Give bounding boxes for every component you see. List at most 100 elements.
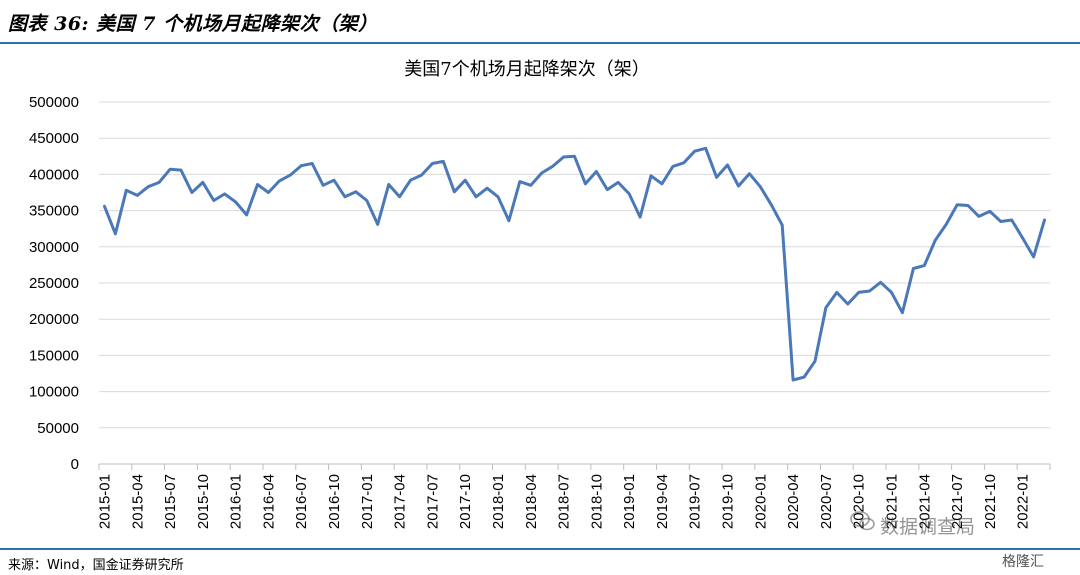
source-badge: 格隆汇 <box>1002 554 1044 570</box>
data-point <box>1010 218 1013 222</box>
data-point <box>955 203 959 206</box>
x-tick-label: 2016-04 <box>260 474 277 529</box>
data-point <box>595 170 598 173</box>
data-point <box>879 281 882 284</box>
y-tick-label: 400000 <box>29 166 79 183</box>
data-point <box>923 264 926 267</box>
x-tick-label: 2018-10 <box>588 474 605 529</box>
data-point <box>671 165 675 168</box>
data-point <box>125 189 128 192</box>
x-tick-label: 2021-10 <box>982 474 999 529</box>
data-point <box>354 190 358 193</box>
x-tick-label: 2017-07 <box>424 474 441 529</box>
data-point <box>966 204 970 207</box>
data-point <box>157 181 161 184</box>
data-point <box>988 210 992 213</box>
data-point <box>813 360 817 363</box>
data-point <box>529 184 532 187</box>
data-point <box>584 182 587 185</box>
data-point <box>409 179 412 182</box>
x-tick-label: 2021-01 <box>884 474 901 529</box>
watermark-text: 数据调查局 <box>880 516 976 538</box>
data-point <box>540 171 543 175</box>
x-tick-label: 2015-01 <box>96 474 113 529</box>
data-point <box>442 160 445 163</box>
x-tick-label: 2021-07 <box>949 474 966 529</box>
data-point <box>649 174 653 177</box>
data-point <box>748 172 751 175</box>
data-point <box>759 185 762 188</box>
data-point <box>376 223 379 226</box>
data-point <box>332 179 336 182</box>
data-point <box>999 220 1002 223</box>
data-point <box>704 147 707 150</box>
data-point <box>715 176 718 179</box>
x-tick-label: 2019-07 <box>687 474 704 529</box>
x-tick-label: 2017-01 <box>359 474 376 529</box>
data-point <box>464 179 467 182</box>
data-point <box>846 302 849 306</box>
data-point <box>781 223 784 227</box>
y-axis: 0 50000 100000 150000 200000 250000 300000 3500… <box>29 94 79 473</box>
x-tick-label: 2017-04 <box>392 474 409 529</box>
data-point <box>868 289 871 293</box>
data-point <box>114 232 117 235</box>
data-point <box>496 195 500 198</box>
x-tick-label: 2020-10 <box>851 474 868 529</box>
data-point <box>802 375 806 379</box>
data-point <box>551 165 554 168</box>
data-point <box>267 191 270 194</box>
x-tick-label: 2016-07 <box>293 474 310 529</box>
data-point <box>300 164 303 167</box>
data-point <box>431 162 434 165</box>
data-point <box>1021 236 1024 240</box>
grid-lines <box>99 101 1050 429</box>
data-point <box>103 205 106 208</box>
data-point <box>398 195 401 198</box>
data-point <box>1032 255 1035 259</box>
x-axis: 2015-01 2015-04 2015-07 2015-10 2016-01 2016-… <box>96 463 1051 529</box>
x-tick-label: 2019-04 <box>654 474 671 529</box>
data-point <box>562 155 565 159</box>
x-tick-label: 2020-04 <box>785 474 802 529</box>
line-chart: 美国7个机场月起降架次（架） 0 50000 100000 150000 200000 2… <box>29 59 1051 529</box>
data-point <box>245 213 248 217</box>
x-tick-label: 2016-01 <box>228 474 245 529</box>
data-point <box>179 168 183 172</box>
data-point <box>737 184 740 188</box>
x-tick-label: 2015-04 <box>129 474 146 529</box>
figure-heading: 图表 36: 美国 7 个机场月起降架次（架） <box>8 13 378 35</box>
x-tick-label: 2020-01 <box>752 474 769 529</box>
y-tick-label: 100000 <box>29 384 79 401</box>
y-tick-label: 50000 <box>37 420 79 437</box>
data-point <box>628 192 631 196</box>
x-tick-label: 2019-01 <box>621 474 638 529</box>
data-point <box>660 182 664 185</box>
data-point <box>343 195 347 198</box>
data-point <box>201 181 204 184</box>
x-tick-label: 2018-01 <box>490 474 507 529</box>
data-point <box>617 181 620 184</box>
data-point <box>770 203 773 206</box>
x-tick-label: 2019-10 <box>720 474 737 529</box>
y-tick-label: 500000 <box>29 94 79 111</box>
x-tick-label: 2018-07 <box>556 474 573 529</box>
data-point <box>901 311 904 314</box>
y-tick-label: 0 <box>71 456 79 473</box>
data-point <box>485 187 489 190</box>
x-tick-label: 2015-10 <box>195 474 212 529</box>
data-point <box>256 183 259 186</box>
data-point <box>365 199 368 202</box>
y-tick-label: 250000 <box>29 275 79 292</box>
chart-title: 美国7个机场月起降架次（架） <box>404 59 649 80</box>
x-tick-label: 2016-10 <box>326 474 343 529</box>
data-point <box>1043 218 1046 222</box>
x-tick-label: 2020-07 <box>818 474 835 529</box>
data-point <box>726 163 729 167</box>
series-line <box>103 146 1046 382</box>
data-point <box>147 185 150 188</box>
data-point <box>606 188 609 191</box>
x-tick-label: 2021-04 <box>916 474 933 529</box>
y-tick-label: 450000 <box>29 130 79 147</box>
x-tick-label: 2015-07 <box>162 474 179 529</box>
